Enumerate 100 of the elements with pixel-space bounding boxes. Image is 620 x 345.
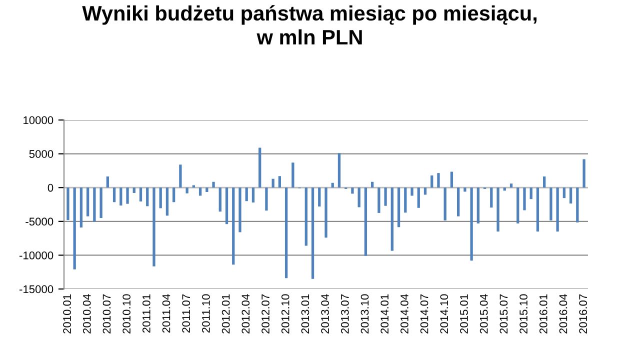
bar [397, 188, 400, 228]
x-tick-label: 2014.10 [440, 294, 448, 334]
bar [562, 188, 566, 198]
x-tick-label: 2016.01 [539, 294, 548, 334]
bar [106, 176, 109, 188]
x-tick-label: 2012.01 [222, 294, 230, 334]
bar [258, 148, 262, 188]
bar [292, 162, 294, 188]
bar [278, 176, 282, 188]
bar [272, 178, 274, 188]
bar [225, 188, 228, 224]
bar [424, 188, 427, 195]
bar [318, 188, 321, 207]
bar [364, 188, 368, 256]
bar [93, 188, 96, 222]
x-tick-label: 2010.01 [63, 294, 71, 334]
bar [132, 188, 136, 194]
y-tick-label: -5000 [26, 218, 54, 226]
bar [496, 188, 500, 232]
bar [66, 188, 70, 220]
bar [457, 188, 460, 216]
x-tick-label: 2011.01 [142, 294, 150, 333]
x-tick-label: 2014.04 [400, 294, 408, 334]
bar [503, 188, 506, 191]
bar [100, 188, 102, 218]
bar [192, 185, 195, 188]
bar [186, 188, 188, 194]
bar [450, 172, 454, 188]
bar [384, 188, 387, 206]
bar [543, 176, 546, 188]
x-tick-label: 2014.01 [380, 294, 389, 334]
x-tick-label: 2010.04 [82, 294, 91, 334]
x-tick-label: 2011.07 [182, 294, 190, 333]
bar [265, 188, 268, 211]
bar [212, 182, 215, 188]
bar [324, 188, 328, 238]
bar [198, 188, 202, 196]
bar [206, 188, 208, 192]
bar [218, 188, 222, 212]
bar [166, 188, 169, 216]
y-tick-label: 10000 [24, 116, 54, 124]
bar [159, 188, 162, 208]
bar [410, 188, 414, 196]
bar [523, 188, 526, 210]
x-tick-label: 2010.10 [122, 294, 130, 334]
x-tick-label: 2015.10 [520, 294, 528, 334]
bar [126, 188, 129, 204]
x-tick-label: 2015.07 [500, 294, 508, 334]
bar [556, 188, 559, 232]
bar [139, 188, 142, 202]
bar [576, 188, 579, 222]
bar [437, 173, 440, 188]
bar [550, 188, 552, 220]
x-tick-label: 2013.01 [301, 294, 310, 334]
x-tick-label: 2012.04 [242, 294, 250, 334]
bar [338, 153, 341, 188]
x-tick-label: 2013.07 [340, 294, 349, 334]
x-tick-label: 2015.01 [460, 294, 468, 334]
bar [152, 188, 156, 266]
bar [430, 175, 434, 188]
bar [370, 182, 374, 188]
x-tick-label: 2012.10 [281, 294, 290, 334]
bar [582, 159, 586, 188]
bar [470, 188, 473, 261]
bar [120, 188, 122, 206]
y-tick-label: -15000 [19, 285, 54, 294]
bar [232, 188, 235, 265]
bar [490, 188, 493, 208]
bar [252, 188, 255, 202]
y-tick-label: -10000 [19, 251, 54, 260]
bar [304, 188, 308, 246]
x-tick-label: 2012.07 [262, 294, 270, 334]
bar [146, 188, 149, 206]
bar [172, 188, 176, 202]
bar [86, 188, 90, 216]
bar [238, 188, 242, 232]
x-tick-label: 2015.04 [480, 294, 488, 334]
bar [284, 188, 288, 278]
bar [179, 164, 182, 188]
bar [358, 188, 360, 208]
bar [112, 188, 116, 202]
bar [510, 184, 513, 188]
bar [378, 188, 380, 213]
bar [245, 188, 248, 202]
bar [464, 188, 466, 192]
x-tick-label: 2010.07 [102, 294, 111, 334]
bar [73, 188, 76, 270]
x-tick-label: 2011.10 [202, 294, 210, 333]
bar [351, 188, 354, 194]
x-tick-label: 2013.10 [360, 294, 369, 334]
x-tick-label: 2011.04 [162, 294, 170, 333]
bar [516, 188, 520, 224]
bar [444, 188, 446, 220]
bar [390, 188, 394, 251]
y-tick-label: 5000 [29, 150, 54, 158]
bar [331, 182, 334, 188]
x-tick-label: 2016.07 [579, 294, 588, 334]
bar [569, 188, 572, 204]
x-tick-label: 2016.04 [559, 294, 568, 334]
chart-title: Wyniki budżetu państwa miesiąc po miesiącu, w mln PLN [82, 5, 537, 44]
